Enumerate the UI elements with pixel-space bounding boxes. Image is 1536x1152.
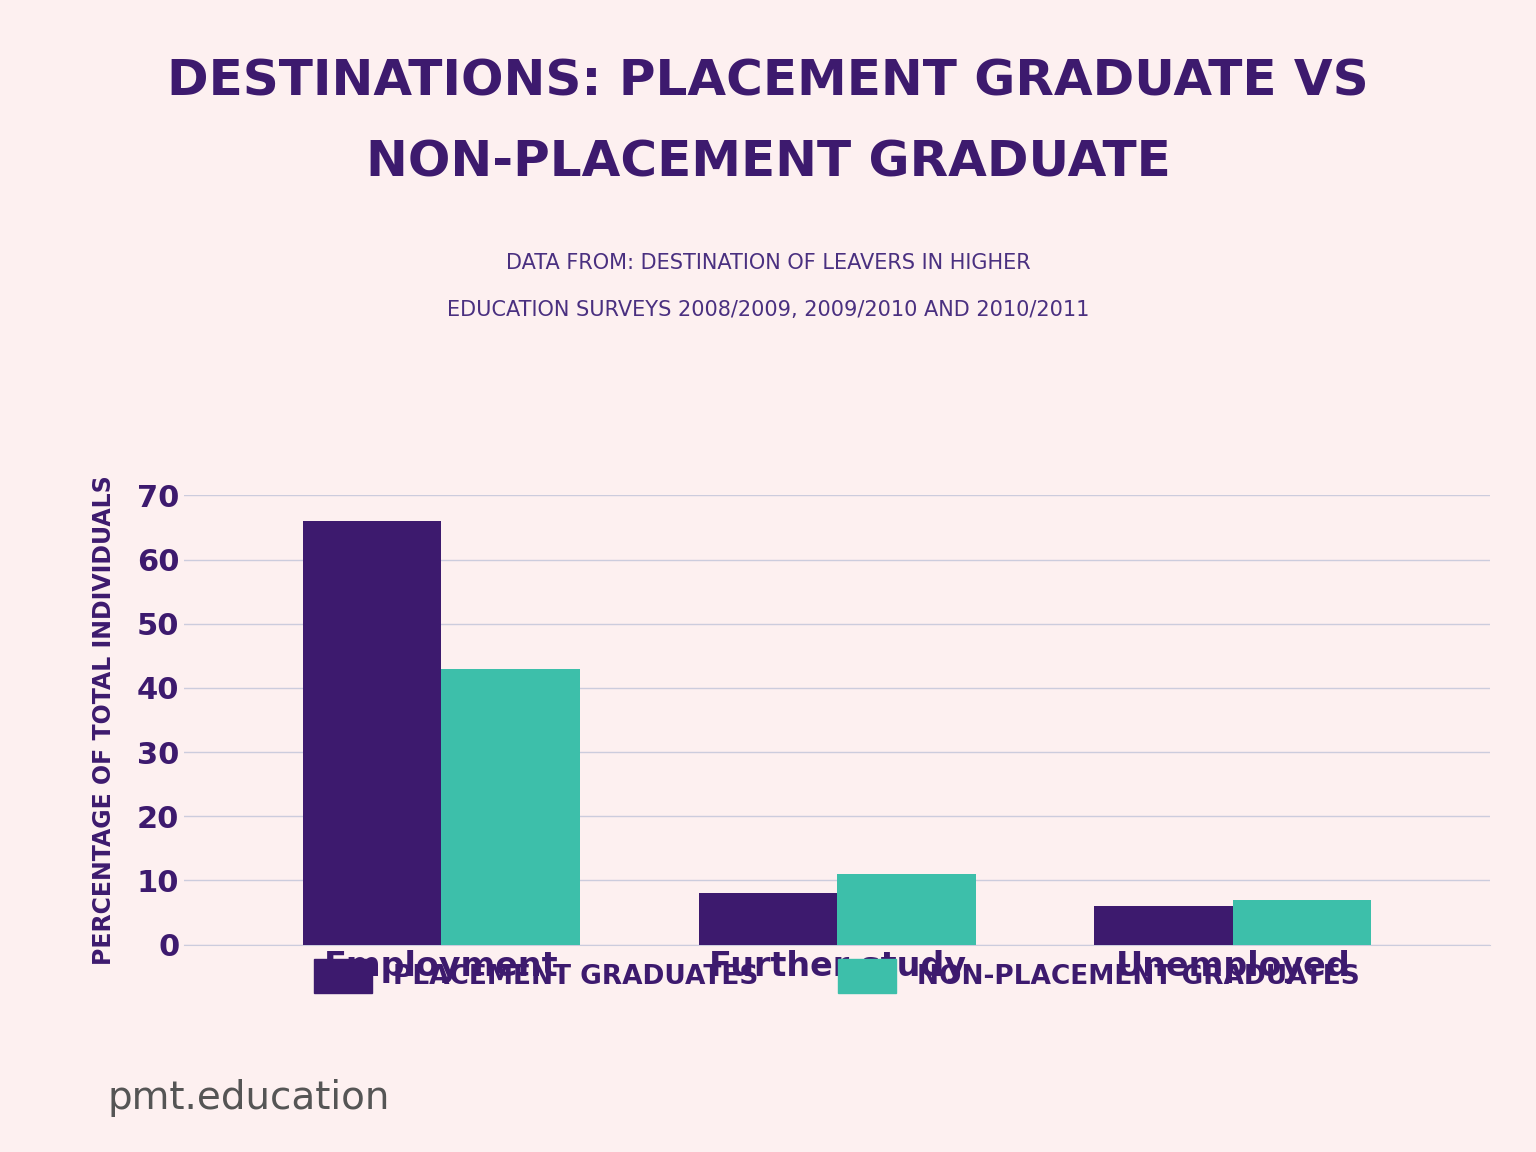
- Bar: [303, 521, 441, 945]
- Text: NON-PLACEMENT GRADUATE: NON-PLACEMENT GRADUATE: [366, 138, 1170, 187]
- Bar: [1094, 907, 1233, 945]
- Text: DATA FROM: DESTINATION OF LEAVERS IN HIGHER: DATA FROM: DESTINATION OF LEAVERS IN HIG…: [505, 253, 1031, 273]
- Legend: PLACEMENT GRADUATES, NON-PLACEMENT GRADUATES: PLACEMENT GRADUATES, NON-PLACEMENT GRADU…: [304, 948, 1370, 1003]
- Text: pmt.education: pmt.education: [108, 1079, 390, 1117]
- Text: EDUCATION SURVEYS 2008/2009, 2009/2010 AND 2010/2011: EDUCATION SURVEYS 2008/2009, 2009/2010 A…: [447, 300, 1089, 319]
- Bar: [699, 893, 837, 945]
- Y-axis label: PERCENTAGE OF TOTAL INDIVIDUALS: PERCENTAGE OF TOTAL INDIVIDUALS: [92, 475, 117, 965]
- Bar: [837, 874, 975, 945]
- Bar: [1233, 900, 1372, 945]
- Bar: [441, 668, 581, 945]
- Text: DESTINATIONS: PLACEMENT GRADUATE VS: DESTINATIONS: PLACEMENT GRADUATE VS: [167, 58, 1369, 106]
